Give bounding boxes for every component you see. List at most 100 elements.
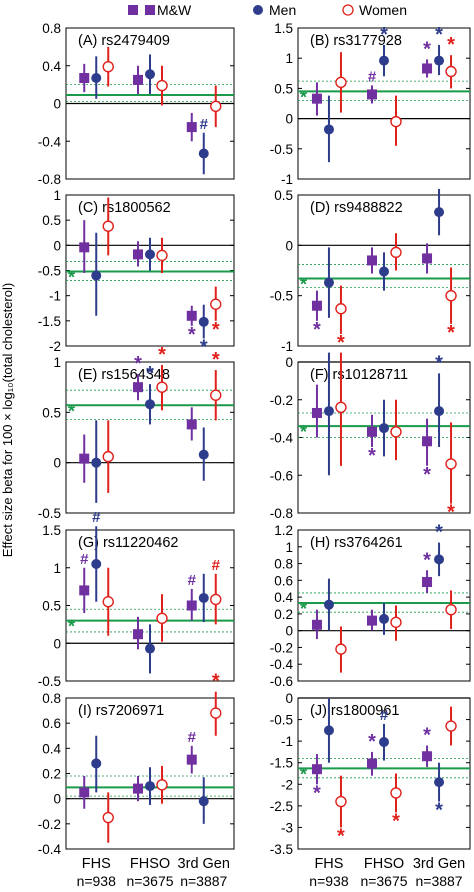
significance-marker: * [423, 464, 431, 486]
estimate-point-group [79, 776, 90, 809]
mw-estimate-marker [186, 122, 197, 133]
estimate-point-group: * [422, 418, 433, 486]
men-estimate-marker [379, 266, 389, 277]
women-estimate-marker [445, 65, 457, 78]
y-tick-label: 0.5 [42, 599, 61, 614]
estimate-point-group: # [91, 509, 102, 602]
significance-marker: * [188, 324, 196, 346]
group-sample-size: n=3887 [415, 873, 462, 889]
y-tick-label: 1.5 [42, 523, 61, 538]
men-estimate-marker [434, 554, 445, 565]
group-sample-size: n=3675 [360, 873, 407, 889]
group-name: FHSO [130, 856, 170, 872]
panel-title: (E) rs1564348 [78, 367, 170, 383]
estimate-point-group [422, 243, 433, 274]
men-estimate-marker [91, 558, 102, 569]
women-estimate-marker [156, 381, 168, 393]
estimate-point-group [156, 237, 168, 274]
estimate-point-group: * [422, 724, 433, 768]
y-tick-label: 0.6 [42, 716, 61, 731]
panel-title: (G) rs11220462 [78, 535, 178, 551]
significance-marker: * [435, 522, 443, 544]
estimate-point-group: * [210, 671, 222, 736]
estimate-point-group [102, 46, 114, 87]
estimate-point-group [133, 241, 143, 267]
estimate-point-group [91, 56, 102, 99]
women-estimate-marker [156, 779, 168, 791]
mw-estimate-marker [422, 253, 433, 264]
y-tick-label: -0.2 [270, 393, 293, 408]
pooled-significance-star: * [300, 599, 307, 619]
y-tick-label: 0.6 [274, 573, 293, 588]
significance-marker: # [368, 68, 377, 85]
mw-estimate-marker [422, 577, 433, 588]
mw-estimate-marker [79, 585, 90, 596]
y-tick-label: 0 [285, 355, 293, 370]
y-tick-label: 0.5 [274, 188, 293, 203]
estimate-point-group [79, 220, 90, 274]
legend-item: Women [342, 2, 407, 18]
significance-marker: * [435, 800, 443, 822]
men-estimate-marker [145, 781, 155, 792]
y-tick-label: -0.2 [270, 640, 293, 655]
estimate-point-group [335, 352, 347, 466]
mw-estimate-marker [133, 629, 143, 640]
y-tick-label: -0.8 [38, 172, 61, 187]
estimate-point-group: * [210, 286, 222, 341]
y-tick-label: -0.4 [270, 431, 294, 446]
significance-marker: # [188, 729, 197, 746]
men-estimate-marker [145, 249, 155, 260]
panel-frame [297, 529, 471, 682]
significance-marker: * [337, 332, 345, 354]
men-estimate-marker [379, 423, 389, 434]
women-estimate-marker [156, 612, 168, 625]
y-tick-label: -0.4 [270, 657, 294, 672]
men-estimate-marker [323, 599, 334, 610]
panel-title: (F) rs10128711 [310, 367, 408, 383]
y-tick-label: -0.4 [38, 842, 62, 857]
significance-marker: * [435, 352, 443, 374]
women-estimate-marker [390, 426, 402, 438]
panel: 1.2 1 0.80.6 0.4 0.2 0-0.2 -0.4 -0.6 * (H) rs3764… [270, 522, 471, 689]
mw-estimate-marker [79, 73, 90, 84]
estimate-point-group [434, 188, 445, 236]
men-estimate-marker [198, 449, 209, 460]
mw-estimate-marker [79, 453, 90, 464]
y-tick-label: 0 [53, 792, 61, 807]
mw-estimate-marker [422, 751, 433, 762]
estimate-point-group [311, 609, 322, 640]
y-tick-label: 0 [53, 97, 61, 112]
mw-estimate-marker [367, 89, 377, 100]
y-tick-label: 0 [285, 691, 293, 706]
y-tick-label: -0.5 [270, 142, 293, 157]
significance-marker: # [92, 509, 101, 526]
men-estimate-marker [434, 777, 445, 788]
legend-square-marker [128, 5, 138, 15]
women-estimate-marker [156, 249, 168, 262]
estimate-point-group [79, 434, 90, 483]
men-estimate-marker [434, 207, 445, 218]
estimate-point-group: * [145, 363, 155, 425]
estimate-point-group [91, 232, 102, 316]
men-estimate-marker [198, 316, 209, 327]
estimate-point-group [91, 420, 102, 503]
mw-estimate-marker [133, 249, 143, 260]
significance-marker: * [447, 34, 455, 56]
estimate-point-group: * [311, 290, 322, 341]
mw-estimate-marker [133, 783, 143, 794]
y-tick-label: 0.5 [274, 81, 293, 96]
mw-estimate-marker [311, 300, 322, 311]
panels: 0.80.40-0.4-0.8(A) rs2479409#1.510.50-0.… [38, 21, 471, 857]
estimate-point-group [133, 616, 143, 650]
pooled-significance-star: * [68, 401, 75, 421]
men-estimate-marker [91, 758, 102, 769]
y-tick-label: 0.5 [42, 213, 61, 228]
significance-marker: * [212, 319, 220, 341]
y-tick-label: 1 [53, 188, 61, 203]
y-tick-label: 0.4 [42, 59, 61, 74]
estimate-point-group: * [434, 522, 445, 577]
women-estimate-marker [102, 450, 114, 463]
women-estimate-marker [445, 458, 457, 470]
estimate-point-group: # [186, 729, 197, 774]
